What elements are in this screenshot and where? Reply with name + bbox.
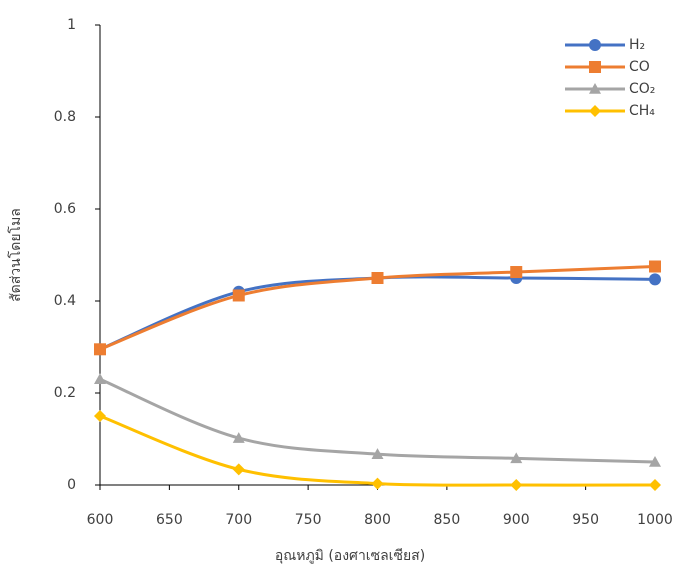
x-tick-label: 900 bbox=[503, 512, 530, 528]
data-point bbox=[649, 261, 661, 273]
data-point bbox=[372, 478, 384, 490]
y-tick-label: 0.6 bbox=[54, 201, 76, 217]
legend-marker bbox=[589, 39, 601, 51]
data-point bbox=[510, 479, 522, 491]
data-point bbox=[649, 479, 661, 491]
x-axis-label: อุณหภูมิ (องศาเซลเซียส) bbox=[275, 548, 425, 564]
data-point bbox=[510, 266, 522, 278]
legend-marker bbox=[589, 105, 601, 117]
x-tick-label: 650 bbox=[156, 512, 183, 528]
data-point bbox=[94, 410, 106, 422]
data-point bbox=[94, 343, 106, 355]
x-tick-label: 950 bbox=[572, 512, 599, 528]
x-tick-label: 850 bbox=[434, 512, 461, 528]
chart: อุณหภูมิ (องศาเซลเซียส) สัดส่วนโดยโมล 0 0… bbox=[0, 0, 685, 574]
y-tick-label: 1 bbox=[67, 17, 76, 33]
y-tick-label: 0 bbox=[67, 477, 76, 493]
legend-label: H₂ bbox=[629, 37, 645, 53]
data-point bbox=[372, 272, 384, 284]
x-tick-label: 1000 bbox=[637, 512, 673, 528]
legend-label: CH₄ bbox=[629, 103, 655, 119]
x-tick-label: 750 bbox=[295, 512, 322, 528]
y-axis-label: สัดส่วนโดยโมล bbox=[7, 208, 24, 302]
x-tick-label: 600 bbox=[87, 512, 114, 528]
x-tick-label: 700 bbox=[225, 512, 252, 528]
legend-label: CO₂ bbox=[629, 81, 655, 97]
x-tick-label: 800 bbox=[364, 512, 391, 528]
y-tick-label: 0.2 bbox=[54, 385, 76, 401]
legend-marker bbox=[589, 61, 601, 73]
y-tick-label: 0.8 bbox=[54, 109, 76, 125]
legend-label: CO bbox=[629, 59, 650, 75]
data-point bbox=[649, 273, 661, 285]
data-point bbox=[94, 373, 106, 384]
data-point bbox=[233, 463, 245, 475]
y-tick-label: 0.4 bbox=[54, 293, 76, 309]
data-point bbox=[233, 289, 245, 301]
